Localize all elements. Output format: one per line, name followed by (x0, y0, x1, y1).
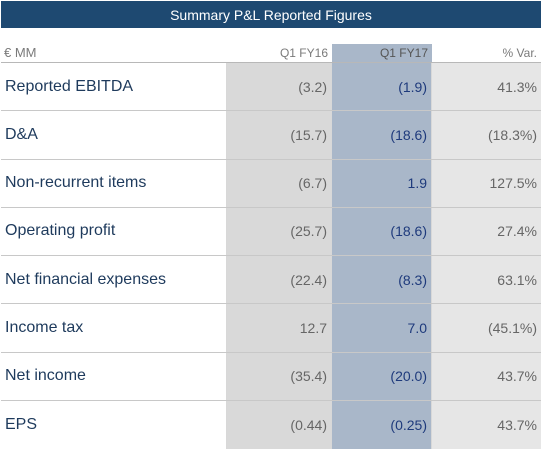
var-value: 63.1% (432, 256, 541, 304)
row-label: Net financial expenses (1, 256, 227, 304)
table-header: € MM Q1 FY16 Q1 FY17 % Var. (1, 44, 541, 63)
q1fy17-value: (20.0) (332, 352, 432, 400)
var-value: (18.3%) (432, 111, 541, 159)
q1fy16-value: (3.2) (227, 63, 332, 111)
table-row: Income tax 12.7 7.0 (45.1%) (1, 304, 541, 353)
table-row: Net income (35.4) (20.0) 43.7% (1, 352, 541, 401)
q1fy16-header: Q1 FY16 (227, 46, 332, 62)
var-value: 43.7% (432, 400, 541, 449)
var-header: % Var. (502, 46, 537, 60)
q1fy17-value: (18.6) (332, 111, 432, 159)
q1fy16-value: (25.7) (227, 207, 332, 255)
var-value: 27.4% (432, 207, 541, 255)
row-label: Non-recurrent items (1, 159, 227, 207)
q1fy17-value: (8.3) (332, 256, 432, 304)
q1fy17-value: (18.6) (332, 207, 432, 255)
table-body: Reported EBITDA (3.2) (1.9) 41.3% D&A (1… (1, 63, 541, 449)
row-label: Net income (1, 352, 227, 400)
table-row: Reported EBITDA (3.2) (1.9) 41.3% (1, 63, 541, 112)
table-row: Net financial expenses (22.4) (8.3) 63.1… (1, 256, 541, 305)
var-value: (45.1%) (432, 304, 541, 352)
q1fy16-value: (15.7) (227, 111, 332, 159)
q1fy16-value: (35.4) (227, 352, 332, 400)
q1fy17-header: Q1 FY17 (332, 44, 432, 62)
var-value: 41.3% (432, 63, 541, 111)
unit-header: € MM (4, 45, 37, 60)
row-label: Reported EBITDA (1, 63, 227, 111)
q1fy17-value: 7.0 (332, 304, 432, 352)
q1fy17-value: (1.9) (332, 63, 432, 111)
q1fy16-value: (22.4) (227, 256, 332, 304)
table-row: Non-recurrent items (6.7) 1.9 127.5% (1, 159, 541, 208)
table-row: Operating profit (25.7) (18.6) 27.4% (1, 207, 541, 256)
q1fy16-value: (0.44) (227, 400, 332, 449)
table-title: Summary P&L Reported Figures (1, 1, 541, 28)
row-label: Income tax (1, 304, 227, 352)
var-value: 127.5% (432, 159, 541, 207)
q1fy17-value: 1.9 (332, 159, 432, 207)
q1fy16-value: 12.7 (227, 304, 332, 352)
q1fy17-value: (0.25) (332, 400, 432, 449)
row-label: D&A (1, 111, 227, 159)
row-label: EPS (1, 400, 227, 449)
var-value: 43.7% (432, 352, 541, 400)
table-row: EPS (0.44) (0.25) 43.7% (1, 400, 541, 449)
row-label: Operating profit (1, 207, 227, 255)
table-row: D&A (15.7) (18.6) (18.3%) (1, 111, 541, 160)
q1fy16-value: (6.7) (227, 159, 332, 207)
